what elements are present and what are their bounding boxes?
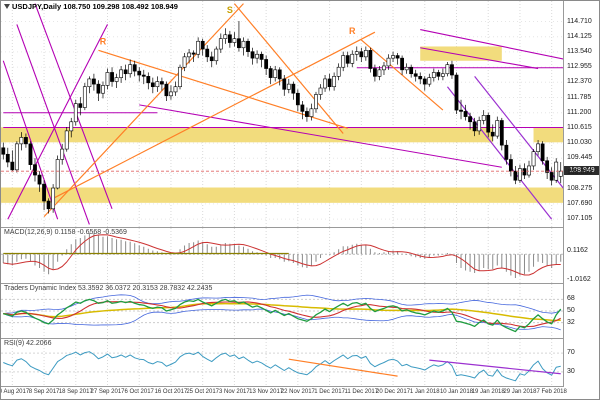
date-label: 8 Sep 2017 (28, 389, 60, 395)
date-label: 18 Sep 2017 (58, 389, 93, 395)
tdi-pane-canvas[interactable] (1, 284, 563, 338)
date-label: 25 Oct 2017 (186, 389, 220, 395)
price-axis-label: 114.125 (567, 32, 592, 40)
price-axis-label: 109.445 (567, 154, 593, 162)
tdi-indicator-label: Traders Dynamic Index 53.3592 36.0372 20… (4, 285, 213, 292)
price-axis-label: 112.370 (567, 78, 592, 86)
price-axis[interactable]: 108.949 114.710 114.125 113.540 112.955 112.… (563, 1, 599, 387)
macd-axis-label: 0.1162 (567, 247, 588, 255)
price-chart-canvas[interactable]: S R R (1, 1, 563, 227)
svg-text:S: S (227, 5, 233, 15)
date-label: 10 Jan 2018 (439, 389, 473, 395)
symbol-legend: USDJPY,Daily 108.750 109.298 108.492 108… (4, 2, 178, 11)
rsi-axis-label: 70 (567, 349, 575, 357)
macd-axis-label: -1.0162 (567, 275, 591, 283)
date-label: 1 Dec 2017 (314, 389, 345, 395)
price-axis-label: 114.710 (567, 17, 592, 25)
price-axis-label: 111.785 (567, 93, 592, 101)
date-label: 3 Nov 2017 (219, 389, 250, 395)
pane-separator[interactable] (1, 338, 599, 339)
date-label: 19 Jan 2018 (471, 389, 505, 395)
date-label: 6 Oct 2017 (124, 389, 154, 395)
pane-separator[interactable] (1, 227, 599, 228)
rsi-indicator-label: RSI(9) 42.2066 (4, 340, 52, 347)
current-price-tag: 108.949 (564, 166, 599, 176)
pane-separator[interactable] (1, 386, 599, 387)
pane-separator[interactable] (1, 283, 599, 284)
price-axis-label: 110.030 (567, 139, 592, 147)
price-axis-label: 107.690 (567, 199, 593, 207)
svg-text:R: R (349, 26, 356, 36)
price-axis-label: 110.615 (567, 123, 592, 131)
date-label: 16 Oct 2017 (154, 389, 188, 395)
price-axis-label: 108.860 (567, 169, 593, 177)
tdi-axis-label: 32 (567, 318, 575, 326)
macd-pane-canvas[interactable] (1, 228, 563, 283)
price-axis-label: 113.540 (567, 47, 592, 55)
svg-text:R: R (100, 36, 107, 46)
date-label: 1 Jan 2018 (409, 389, 440, 395)
date-label: 13 Nov 2017 (249, 389, 284, 395)
price-axis-label: 111.200 (567, 108, 592, 116)
date-label: 20 Dec 2017 (376, 389, 411, 395)
date-label: 22 Nov 2017 (280, 389, 315, 395)
price-axis-label: 107.105 (567, 215, 593, 223)
date-label: 11 Dec 2017 (344, 389, 379, 395)
current-price-value: 108.949 (569, 167, 595, 175)
tdi-axis-label: 50 (567, 307, 575, 314)
symbol-ohlc-text: USDJPY,Daily 108.750 109.298 108.492 108… (12, 2, 178, 11)
tdi-axis-label: 68 (567, 295, 575, 303)
chart-marker-icon (4, 4, 10, 9)
price-axis-label: 112.955 (567, 63, 592, 71)
date-label: 29 Jan 2018 (503, 389, 537, 395)
price-axis-label: 108.275 (567, 184, 593, 192)
date-label: 30 Aug 2017 (1, 389, 30, 395)
rsi-pane-canvas[interactable] (1, 339, 563, 386)
macd-indicator-label: MACD(12,26,9) 0.1158 -0.6568 -0.5369 (4, 229, 127, 236)
date-label: 7 Feb 2018 (536, 389, 567, 395)
rsi-axis-label: 30 (567, 367, 575, 375)
date-label: 27 Sep 2017 (90, 389, 125, 395)
